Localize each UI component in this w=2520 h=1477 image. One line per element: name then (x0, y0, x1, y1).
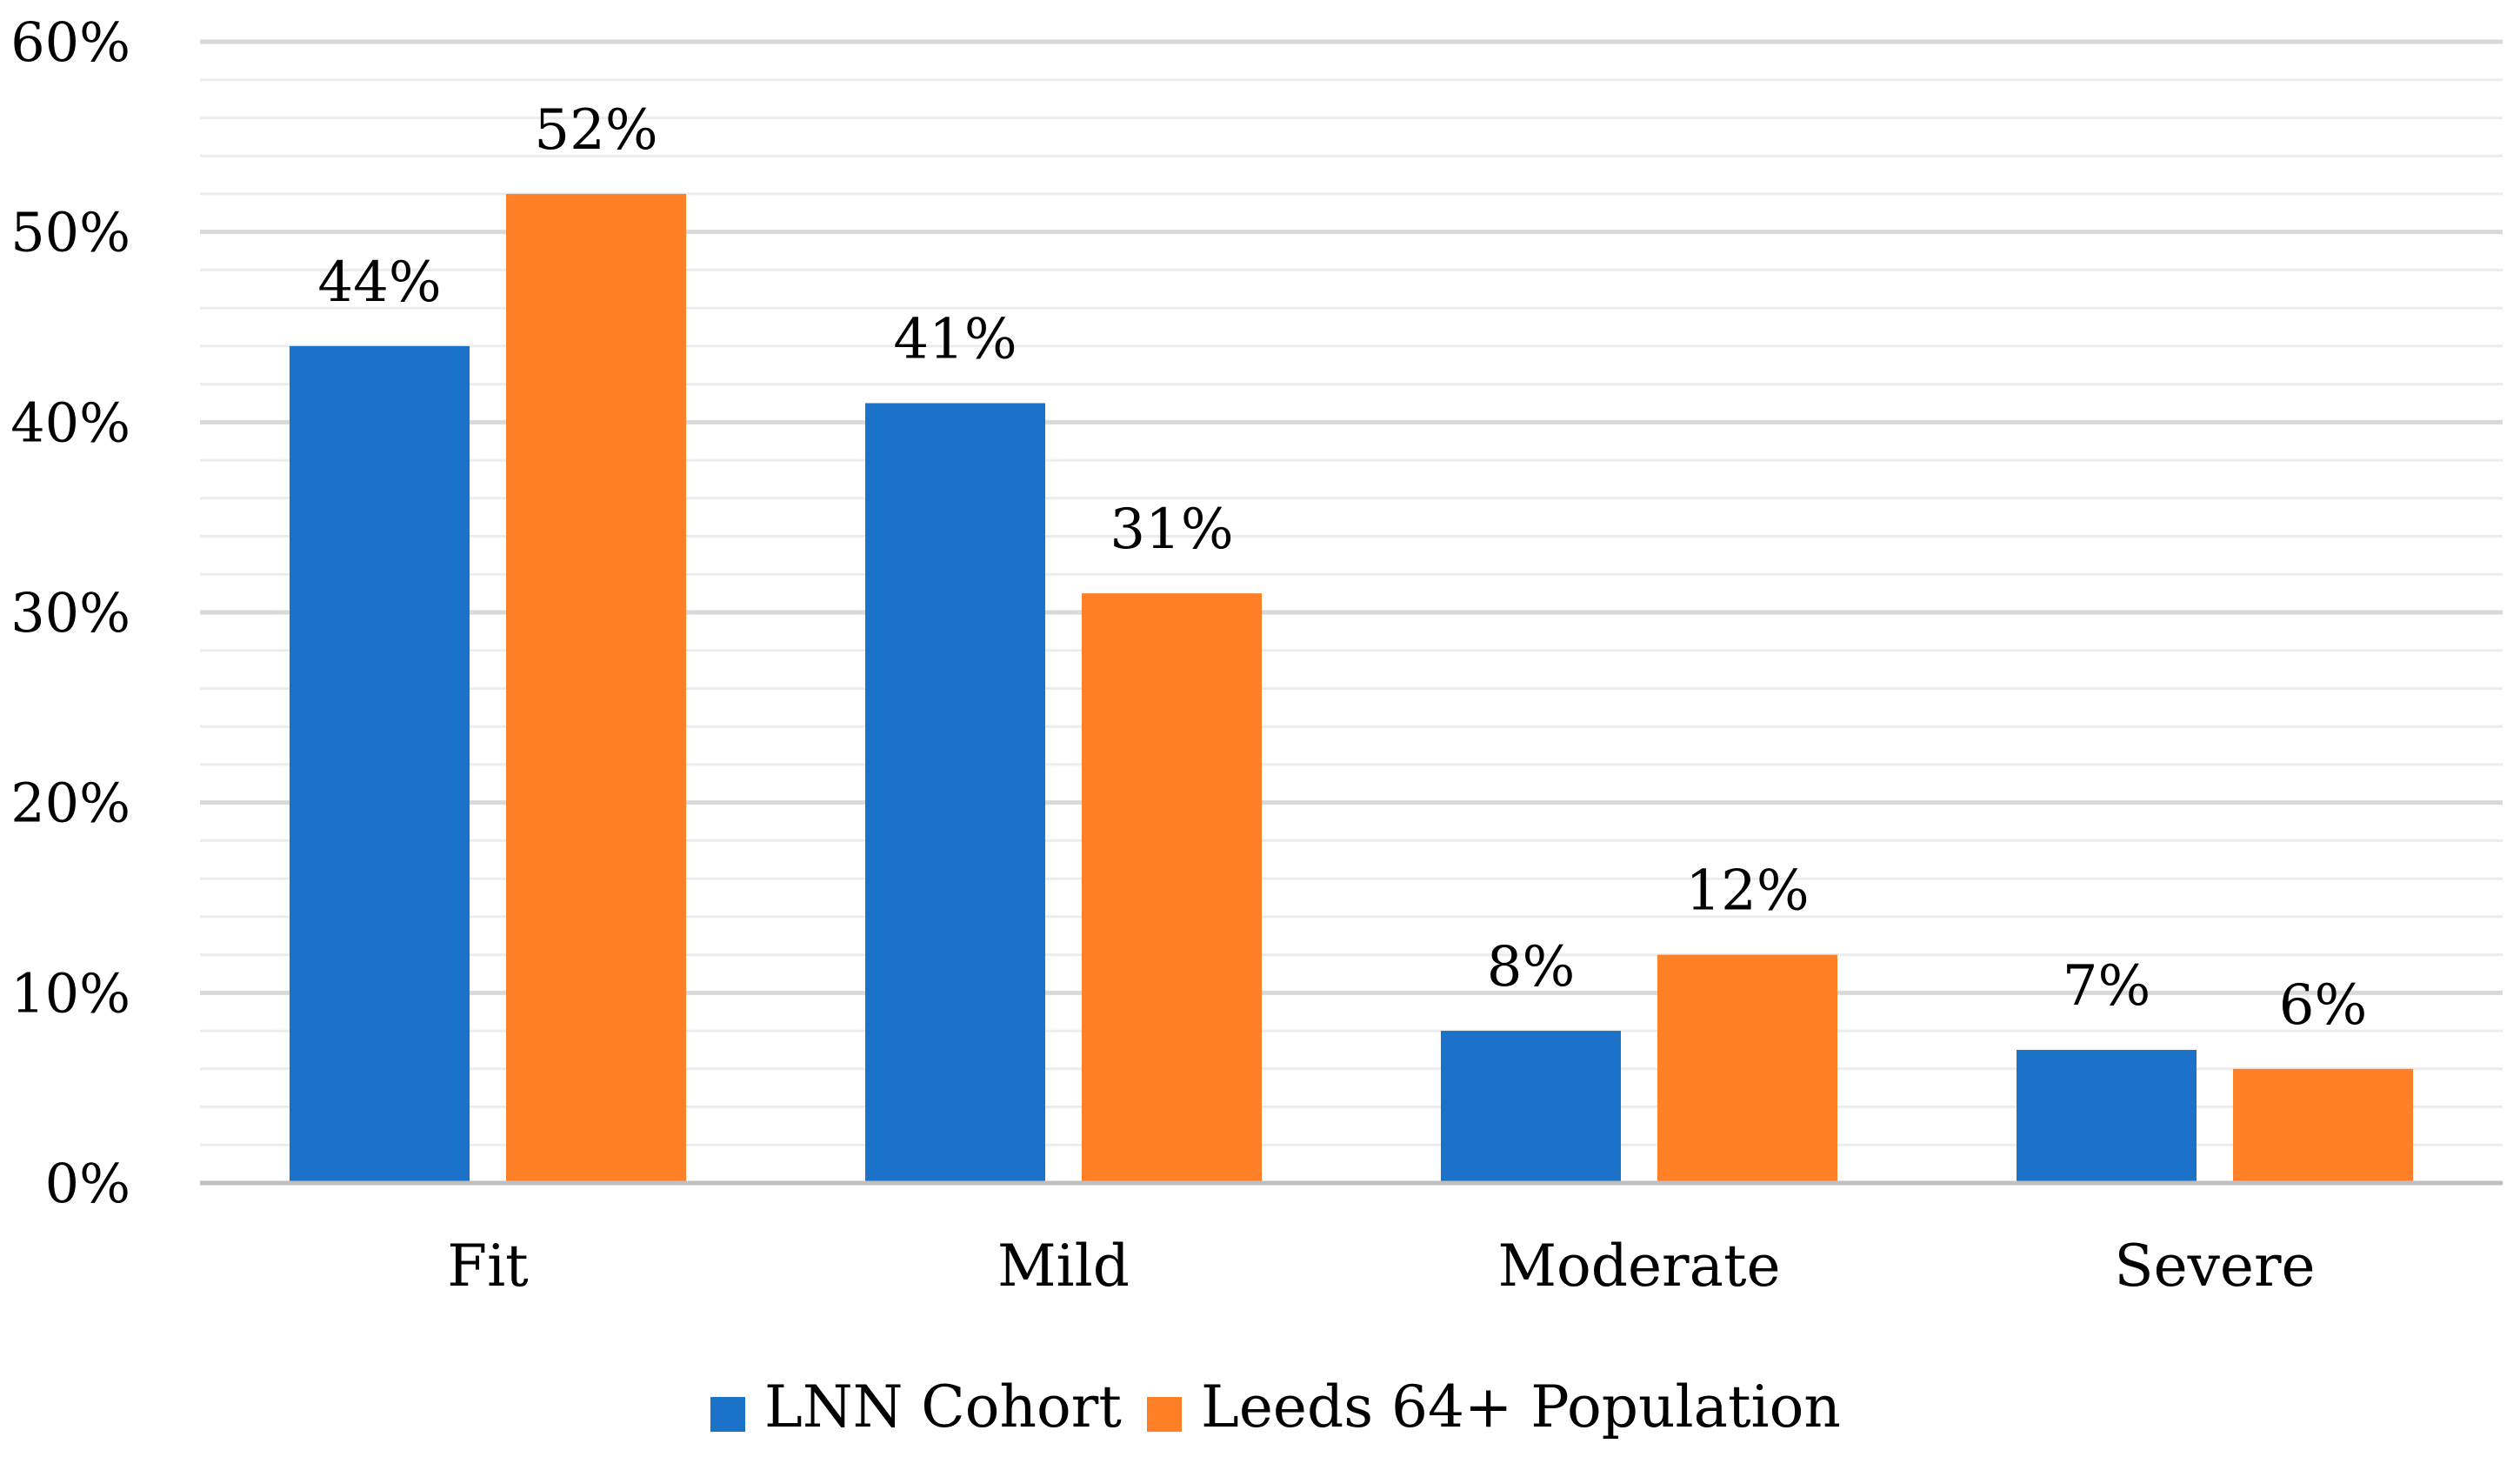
data-label: 52% (534, 98, 657, 163)
legend-label: LNN Cohort (764, 1373, 1122, 1440)
data-label: 31% (1110, 498, 1233, 562)
y-tick-label: 30% (10, 581, 130, 645)
bar-leeds-64-population-mild (1082, 593, 1262, 1183)
labels: 0% 10% 20% 30% 40% 50% 60% 44% 52% Fit 41% 31% Mild 8… (10, 10, 2367, 1300)
bar-lnn-cohort-severe (2017, 1049, 2197, 1183)
x-tick-label-moderate: Moderate (1497, 1233, 1780, 1300)
data-label: 6% (2279, 973, 2368, 1038)
bar-lnn-cohort-fit (290, 345, 470, 1183)
data-label: 8% (1487, 935, 1576, 999)
y-tick-label: 10% (10, 961, 130, 1025)
y-tick-label: 40% (10, 391, 130, 454)
y-tick-label: 0% (45, 1152, 130, 1215)
y-tick-label: 50% (10, 201, 130, 264)
bar-lnn-cohort-moderate (1441, 1031, 1621, 1183)
legend: LNN Cohort Leeds 64+ Population (710, 1373, 1841, 1440)
data-label: 41% (893, 307, 1017, 371)
bar-leeds-64-population-fit (506, 193, 686, 1183)
bar-leeds-64-population-moderate (1657, 954, 1837, 1183)
data-label: 12% (1685, 859, 1809, 924)
legend-item-leeds-64-population: Leeds 64+ Population (1147, 1373, 1841, 1440)
x-tick-label-mild: Mild (997, 1233, 1130, 1300)
legend-label: Leeds 64+ Population (1201, 1373, 1841, 1440)
data-label: 7% (2063, 954, 2151, 1019)
x-tick-label-severe: Severe (2114, 1233, 2315, 1300)
bars (290, 193, 2413, 1183)
legend-swatch (710, 1397, 745, 1432)
data-label: 44% (317, 251, 441, 315)
bar-lnn-cohort-mild (865, 403, 1045, 1183)
y-tick-label: 60% (10, 10, 130, 74)
legend-swatch (1147, 1397, 1182, 1432)
bar-leeds-64-population-severe (2233, 1068, 2413, 1183)
legend-item-lnn-cohort: LNN Cohort (710, 1373, 1122, 1440)
y-tick-label: 20% (10, 772, 130, 835)
x-tick-label-fit: Fit (447, 1233, 528, 1300)
